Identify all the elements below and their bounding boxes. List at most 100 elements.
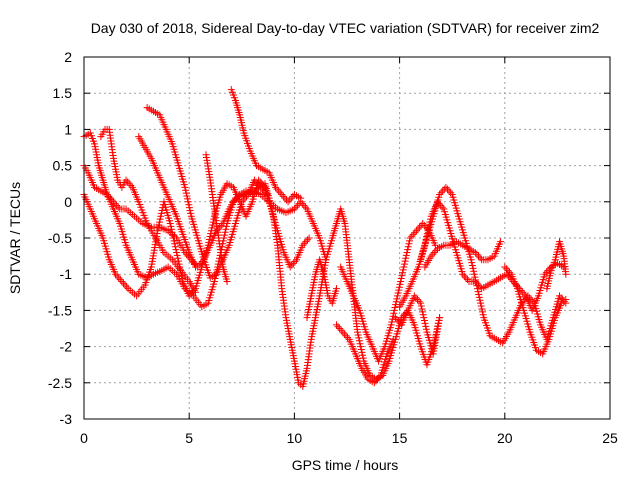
data-point [470,270,478,278]
y-tick-label: 0 [64,194,72,210]
data-point [209,221,217,229]
data-point [207,227,215,235]
data-point [300,239,308,247]
data-point [187,290,195,298]
data-point [250,176,258,184]
data-point [157,209,165,217]
y-tick-label: -2.5 [48,375,72,391]
data-point [359,351,367,359]
data-point [527,296,535,304]
data-point [286,263,294,271]
data-point [404,246,412,254]
data-point [260,187,268,195]
data-point [205,235,213,243]
data-point [412,294,420,302]
data-point [468,262,476,270]
data-point [356,340,364,348]
series-trace-4 [97,125,200,296]
data-point [475,290,483,298]
data-point [408,232,416,240]
x-tick-label: 15 [392,430,408,446]
data-point [387,321,395,329]
data-point [477,299,485,307]
data-point [390,309,398,317]
data-point [395,317,403,325]
data-point [399,266,407,274]
data-point [405,237,413,245]
data-point [254,180,262,188]
y-tick-label: -1 [60,266,73,282]
series-trace-9 [332,321,397,387]
data-point [171,243,179,251]
data-point [339,328,347,336]
x-tick-label: 0 [80,430,88,446]
data-point [476,254,484,262]
data-point [208,224,216,232]
data-point [171,240,179,248]
data-point [393,292,401,300]
data-point [391,304,399,312]
data-point [302,238,310,246]
series-trace-13 [421,238,505,271]
data-point [284,198,292,206]
data-point [357,345,365,353]
data-point [187,209,195,217]
data-point [463,276,471,284]
data-point [372,377,380,385]
data-point [124,178,132,186]
data-point [332,285,340,293]
data-point [375,373,383,381]
data-point [473,285,481,293]
data-point [221,231,229,239]
data-point [402,254,410,262]
data-point [185,292,193,300]
data-point [122,176,130,184]
data-point [472,279,480,287]
series-trace-6 [135,133,200,271]
data-point [172,246,180,254]
data-point [239,196,247,204]
data-point [261,189,269,197]
data-point [475,252,482,260]
data-point [410,292,418,300]
data-point [354,331,362,339]
data-point [289,259,297,267]
data-point [526,294,534,302]
data-point [154,227,162,235]
data-point [184,195,192,203]
data-point [209,218,217,226]
data-point [255,182,263,190]
data-point [402,251,410,259]
data-point [158,206,166,214]
data-point [459,270,467,278]
data-point [445,187,453,195]
data-point [206,233,214,241]
data-point [205,238,213,246]
data-point [414,225,422,233]
data-point [442,183,450,191]
data-point [340,330,348,338]
y-axis-label: SDTVAR / TECUs [7,182,23,294]
data-point [447,189,455,197]
y-tick-labels: -3 -2.5 -2 -1.5 -1 -0.5 0 0.5 1 1.5 2 [48,49,72,427]
data-point [419,311,427,319]
data-point [422,325,430,333]
data-point [221,228,229,236]
data-point [169,231,177,239]
data-point [127,182,135,190]
data-point [300,201,308,209]
data-point [113,272,121,280]
data-point [477,302,485,310]
data-point [241,194,249,202]
data-point [432,247,440,255]
data-point [473,250,481,258]
data-point [411,229,419,237]
data-point [155,221,163,229]
data-point [429,250,437,258]
data-point [417,302,425,310]
series-trace-15 [543,238,570,293]
data-point [217,221,225,229]
data-point [332,321,340,329]
data-point [305,234,313,242]
data-point [168,225,176,233]
